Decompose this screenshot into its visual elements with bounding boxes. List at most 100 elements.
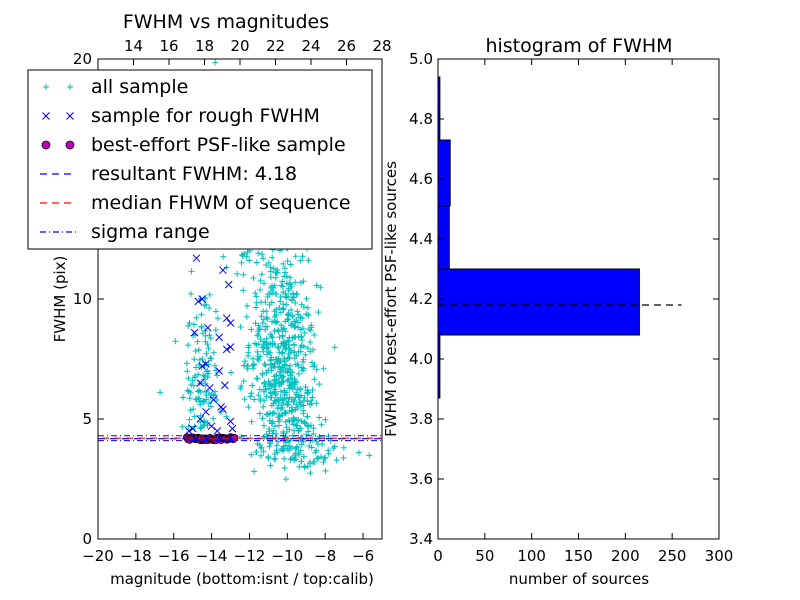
rough-fwhm-point bbox=[226, 319, 235, 327]
all-sample-point bbox=[296, 463, 303, 470]
all-sample-point bbox=[287, 281, 294, 288]
all-sample-point bbox=[262, 383, 269, 390]
all-sample-point bbox=[238, 433, 245, 440]
all-sample-point bbox=[276, 397, 283, 404]
all-sample-point bbox=[301, 394, 308, 401]
all-sample-point bbox=[305, 423, 312, 430]
all-sample-point bbox=[261, 360, 268, 367]
all-sample-point bbox=[298, 417, 305, 424]
all-sample-point bbox=[299, 253, 306, 260]
scatter-ticks-layer: −20 −18 −16 −14 −12 −10 −8 −6 0 5 10 20 14 16 18 20 22 24… bbox=[73, 37, 392, 565]
all-sample-point bbox=[317, 284, 324, 291]
all-sample-point bbox=[289, 418, 296, 425]
all-sample-point bbox=[288, 455, 295, 462]
all-sample-point bbox=[355, 449, 362, 456]
all-sample-point bbox=[286, 443, 293, 450]
rough-fwhm-point bbox=[228, 424, 237, 433]
scatter-legend: all sample sample for rough FWHM best-effo… bbox=[27, 69, 373, 250]
all-sample-point bbox=[179, 423, 186, 430]
all-sample-point bbox=[265, 378, 272, 385]
all-sample-point bbox=[192, 364, 199, 371]
all-sample-point bbox=[190, 382, 197, 389]
legend-label: median FHWM of sequence bbox=[91, 192, 351, 214]
all-sample-point bbox=[264, 315, 271, 322]
all-sample-point bbox=[257, 286, 264, 293]
all-sample-point bbox=[250, 274, 257, 281]
all-sample-point bbox=[220, 253, 227, 260]
all-sample-point bbox=[201, 376, 208, 383]
all-sample-point bbox=[280, 260, 287, 267]
all-sample-point bbox=[282, 269, 289, 276]
all-sample-point bbox=[279, 283, 286, 290]
all-sample-point bbox=[268, 402, 275, 409]
all-sample-point bbox=[287, 379, 294, 386]
legend-entry: sample for rough FWHM bbox=[42, 105, 320, 127]
all-sample-point bbox=[248, 451, 255, 458]
all-sample-point bbox=[265, 455, 272, 462]
all-sample-point bbox=[185, 375, 192, 382]
rough-fwhm-point bbox=[185, 427, 193, 435]
all-sample-point bbox=[284, 369, 291, 376]
all-sample-point bbox=[366, 452, 373, 459]
all-sample-point bbox=[267, 331, 274, 338]
all-sample-point bbox=[286, 447, 293, 454]
all-sample-point bbox=[268, 318, 275, 325]
all-sample-point bbox=[276, 413, 283, 420]
all-sample-point bbox=[281, 341, 288, 348]
all-sample-point bbox=[275, 418, 282, 425]
all-sample-point bbox=[245, 404, 252, 411]
all-sample-point bbox=[287, 274, 294, 281]
y-tick-label: 5 bbox=[82, 410, 92, 428]
all-sample-point bbox=[250, 365, 257, 372]
all-sample-point bbox=[256, 386, 263, 393]
all-sample-point bbox=[280, 428, 287, 435]
all-sample-point bbox=[298, 401, 305, 408]
all-sample-point bbox=[270, 265, 277, 272]
all-sample-point bbox=[268, 354, 275, 361]
x-tick-label: −14 bbox=[196, 547, 228, 565]
all-sample-point bbox=[241, 358, 248, 365]
all-sample-point bbox=[184, 368, 191, 375]
rough-fwhm-point bbox=[222, 314, 231, 323]
x-tick-label: 0 bbox=[433, 547, 443, 565]
all-sample-point bbox=[270, 427, 277, 434]
rough-fwhm-point bbox=[198, 362, 206, 371]
all-sample-point bbox=[284, 355, 291, 362]
all-sample-point bbox=[198, 311, 205, 318]
all-sample-point bbox=[306, 443, 313, 450]
all-sample-point bbox=[260, 348, 267, 355]
all-sample-point bbox=[259, 415, 266, 422]
all-sample-point bbox=[186, 395, 193, 402]
all-sample-point bbox=[271, 456, 278, 463]
all-sample-point bbox=[275, 327, 282, 334]
rough-fwhm-point bbox=[219, 266, 227, 275]
all-sample-point bbox=[202, 332, 209, 339]
all-sample-point bbox=[286, 280, 293, 287]
all-sample-point bbox=[291, 417, 298, 424]
all-sample-point bbox=[281, 455, 288, 462]
all-sample-point bbox=[192, 347, 199, 354]
all-sample-point bbox=[197, 425, 204, 432]
all-sample-point bbox=[322, 454, 329, 461]
all-sample-point bbox=[333, 457, 340, 464]
all-sample-point bbox=[251, 361, 258, 368]
top-x-tick-label: 16 bbox=[159, 37, 178, 55]
all-sample-point bbox=[238, 259, 245, 266]
all-sample-point bbox=[184, 387, 191, 394]
all-sample-point bbox=[302, 351, 309, 358]
all-sample-point bbox=[297, 257, 304, 264]
all-sample-point bbox=[212, 308, 219, 315]
all-sample-point bbox=[205, 390, 212, 397]
all-sample-point bbox=[291, 324, 298, 331]
all-sample-point bbox=[280, 306, 287, 313]
all-sample-point bbox=[287, 372, 294, 379]
all-sample-point bbox=[192, 396, 199, 403]
all-sample-point bbox=[308, 444, 315, 451]
all-sample-point bbox=[253, 259, 260, 266]
all-sample-point bbox=[212, 367, 219, 374]
all-sample-point bbox=[188, 268, 195, 275]
all-sample-point bbox=[264, 344, 271, 351]
all-sample-point bbox=[267, 274, 274, 281]
all-sample-point bbox=[279, 278, 286, 285]
all-sample-point bbox=[186, 416, 193, 423]
